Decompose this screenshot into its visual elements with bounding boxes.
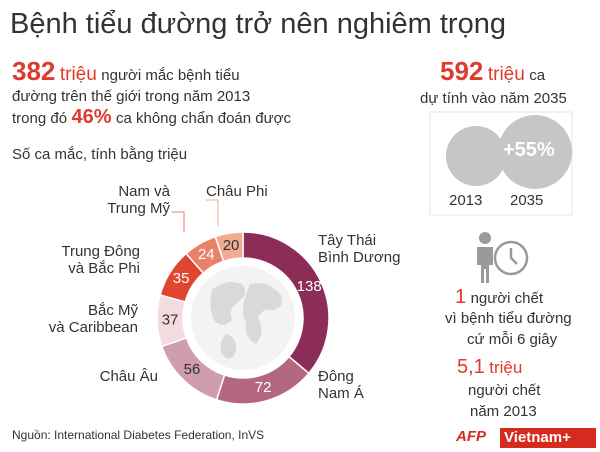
person-icon: [477, 232, 529, 283]
year-b: 2035: [510, 192, 544, 209]
donut-segment: [214, 231, 244, 263]
count: 1: [455, 286, 467, 308]
count: 382: [12, 56, 56, 86]
category-label: Đông Nam Á: [318, 368, 364, 402]
source: Nguồn: International Diabetes Federation…: [12, 428, 265, 442]
circle-2035: [498, 115, 572, 189]
total-line2: năm 2013: [470, 403, 537, 420]
intro-line2: đường trên thế giới trong năm 2013: [12, 88, 251, 105]
total-line1: người chết: [468, 382, 541, 399]
chart-subtitle: Số ca mắc, tính bằng triệu: [12, 146, 188, 163]
year-a: 2013: [449, 192, 483, 209]
category-label: Châu Phi: [206, 183, 268, 200]
value-label: 35: [173, 270, 190, 287]
percent: 46%: [71, 106, 112, 128]
total-line: 5,1 triệu: [457, 356, 522, 379]
logo-brand: Vietnam+: [504, 429, 571, 446]
leader-lines: [172, 199, 219, 232]
projection-line1: 592 triệu ca: [440, 56, 545, 87]
value-label: 37: [162, 311, 179, 328]
projection-line2: dự tính vào năm 2035: [420, 90, 567, 107]
text: ca không chẩn đoán được: [115, 110, 291, 127]
logo-afp: AFP: [456, 428, 486, 445]
value-label: 24: [198, 246, 215, 263]
count: 592: [440, 56, 484, 86]
title: Bệnh tiểu đường trở nên nghiêm trọng: [10, 8, 506, 40]
value-label: 20: [223, 237, 240, 254]
value-label: 138: [297, 278, 322, 295]
total: 5,1: [457, 356, 485, 378]
unit: triệu: [489, 358, 523, 377]
category-label: Châu Âu: [99, 368, 158, 385]
intro-line3: trong đó 46% ca không chẩn đoán được: [12, 106, 291, 129]
deaths-line1: 1 người chết: [455, 286, 543, 309]
category-label: Bắc Mỹ và Caribbean: [48, 302, 138, 336]
text: người chết: [470, 290, 543, 307]
deaths-line2: vì bệnh tiểu đường: [445, 310, 572, 327]
circle-2013: [446, 126, 506, 186]
text: trong đó: [12, 110, 68, 127]
text: người mắc bệnh tiểu: [101, 67, 240, 84]
value-label: 72: [255, 379, 272, 396]
intro-line1: 382 triệu người mắc bệnh tiểu: [12, 56, 240, 87]
unit: triệu: [487, 64, 525, 85]
category-label: Trung Đông và Bắc Phi: [61, 243, 140, 277]
text: ca: [529, 67, 546, 84]
value-label: 56: [184, 361, 201, 378]
globe: [191, 266, 295, 370]
deaths-line3: cứ mỗi 6 giây: [467, 331, 558, 348]
category-label: Tây Thái Bình Dương: [318, 232, 401, 266]
logo-box: [500, 428, 596, 448]
unit: triệu: [59, 64, 97, 85]
growth: +55%: [503, 139, 555, 161]
category-label: Nam và Trung Mỹ: [107, 183, 170, 217]
